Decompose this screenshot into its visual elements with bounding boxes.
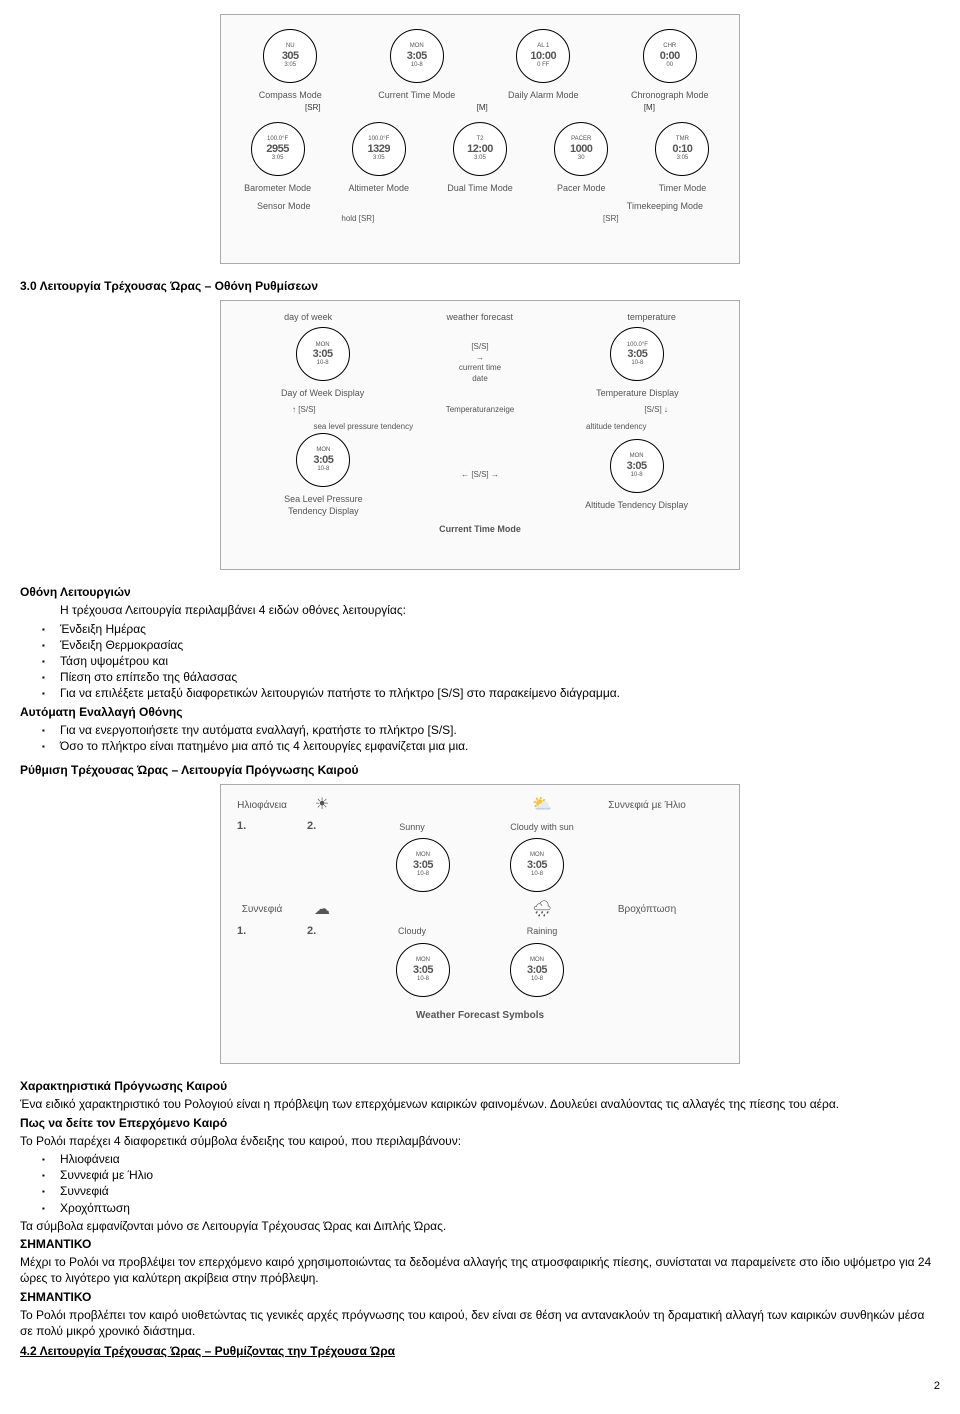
watch-icon: MON 3:05 10-8 (396, 943, 450, 997)
watch-icon: MON 3:05 10-8 (396, 838, 450, 892)
watch-icon: MON 3:05 10-8 (390, 29, 444, 83)
chronograph-mode: CHR 0:00 00 Chronograph Mode (615, 29, 725, 101)
important-heading-1: ΣΗΜΑΝΤΙΚΟ (20, 1236, 940, 1252)
watch-icon: MON 3:05 10-8 (510, 838, 564, 892)
list-item: Πίεση στο επίπεδο της θάλασσας (60, 669, 940, 685)
list-item: Όσο το πλήκτρο είναι πατημένο μια από τι… (60, 738, 940, 754)
list-item: Συννεφιά (60, 1183, 940, 1199)
pacer-mode: PACER 1000 30 Pacer Mode (531, 122, 632, 194)
page-number: 2 (20, 1379, 940, 1394)
characteristics-heading: Χαρακτηριστικά Πρόγνωσης Καιρού (20, 1078, 940, 1094)
d2-mid-arrow: ← [S/S] → (461, 470, 499, 481)
how-to-see-heading: Πως να δείτε τον Επερχόμενο Καιρό (20, 1115, 940, 1131)
diagram1-footer2: hold [SR] [SR] (227, 214, 733, 225)
section-4-2: 4.2 Λειτουργία Τρέχουσας Ώρας – Ρυθμίζον… (20, 1343, 940, 1359)
current-time-mode-diagram: day of week weather forecast temperature… (20, 300, 940, 570)
section-3-title: 3.0 Λειτουργία Τρέχουσας Ώρας – Οθόνη Ρυ… (20, 278, 940, 294)
cloudy-sun-icon: ⛅ (532, 797, 552, 813)
how-to-see-text2: Τα σύμβολα εμφανίζονται μόνο σε Λειτουργ… (20, 1218, 940, 1234)
d3-caption: Weather Forecast Symbols (227, 1009, 733, 1023)
mode-diagram-1: NU 305 3:05 Compass Mode MON 3:05 10-8 C… (20, 14, 940, 264)
raining-icon: 🌧 (532, 902, 552, 918)
characteristics-text: Ένα ειδικό χαρακτηριστικό του Ρολογιού ε… (20, 1096, 940, 1112)
watch-icon: 100.0°F 1329 3:05 (352, 122, 406, 176)
dual-time-mode: T2 12:00 3:05 Dual Time Mode (429, 122, 530, 194)
altitude-tendency-display: MON 3:05 10-8 Altitude Tendency Display (582, 439, 692, 511)
auto-switch-list: Για να ενεργοποιήσετε την αυτόματα εναλλ… (20, 722, 940, 754)
d2-tend-labels: sea level pressure tendency altitude ten… (227, 422, 733, 433)
list-item: Χροχόπτωση (60, 1200, 940, 1216)
diagram1-footer: Sensor Mode Timekeeping Mode (257, 200, 703, 212)
watch-icon: 100.0°F 3:05 10-8 (610, 327, 664, 381)
watch-icon: MON 3:05 10-8 (610, 439, 664, 493)
screen-functions-intro: Η τρέχουσα Λειτουργία περιλαμβάνει 4 ειδ… (20, 602, 940, 618)
mode-diagram-1-box: NU 305 3:05 Compass Mode MON 3:05 10-8 C… (220, 14, 740, 264)
arrow-row-1: [SR] [M] [M] (227, 103, 733, 114)
important-text-2: Το Ρολόι προβλέπει τον καιρό υιοθετώντας… (20, 1307, 940, 1339)
list-item: Συννεφιά με Ήλιο (60, 1167, 940, 1183)
weather-symbols-list: Ηλιοφάνεια Συννεφιά με Ήλιο Συννεφιά Χρο… (20, 1151, 940, 1216)
sunny-icon: ☀ (315, 797, 329, 813)
watch-icon: MON 3:05 10-8 (296, 433, 350, 487)
compass-mode: NU 305 3:05 Compass Mode (235, 29, 345, 101)
list-item: Τάση υψομέτρου και (60, 653, 940, 669)
d2-caption: Current Time Mode (227, 523, 733, 535)
barometer-mode: 100.0°F 2955 3:05 Barometer Mode (227, 122, 328, 194)
auto-switch-heading: Αυτόματη Εναλλαγή Οθόνης (20, 704, 940, 720)
d3-watch-row-2: MON 3:05 10-8 MON 3:05 10-8 (227, 943, 733, 1001)
day-of-week-display: MON 3:05 10-8 Day of Week Display (268, 327, 378, 399)
weather-forecast-box: Ηλιοφάνεια ☀ ⛅ Συννεφιά με Ήλιο 1. 2. Su… (220, 784, 740, 1064)
d2-row-top: MON 3:05 10-8 Day of Week Display [S/S]→… (227, 327, 733, 399)
weather-forecast-title: Ρύθμιση Τρέχουσας Ώρας – Λειτουργία Πρόγ… (20, 762, 940, 778)
d2-middle-label: [S/S]→ current time date (459, 342, 501, 385)
list-item: Για να ενεργοποιήσετε την αυτόματα εναλλ… (60, 722, 940, 738)
watch-icon: CHR 0:00 00 (643, 29, 697, 83)
temperature-display: 100.0°F 3:05 10-8 Temperature Display (582, 327, 692, 399)
daily-alarm-mode: AL 1 10:00 0 FF Daily Alarm Mode (488, 29, 598, 101)
d2-row-bottom: MON 3:05 10-8 Sea Level Pressure Tendenc… (227, 433, 733, 517)
cloudy-icon: ☁ (314, 902, 330, 918)
watch-icon: NU 305 3:05 (263, 29, 317, 83)
d3-watch-row-1: MON 3:05 10-8 MON 3:05 10-8 (227, 838, 733, 896)
d3-row-1: Ηλιοφάνεια ☀ ⛅ Συννεφιά με Ήλιο 1. 2. Su… (227, 797, 733, 834)
list-item: Ένδειξη Θερμοκρασίας (60, 637, 940, 653)
list-item: Για να επιλέξετε μεταξύ διαφορετικών λει… (60, 685, 940, 701)
important-text-1: Μέχρι το Ρολόι να προβλέψει τον επερχόμε… (20, 1254, 940, 1286)
important-heading-2: ΣΗΜΑΝΤΙΚΟ (20, 1289, 940, 1305)
d2-mid-row: ↑ [S/S] Temperaturanzeige [S/S] ↓ (227, 405, 733, 416)
watch-icon: T2 12:00 3:05 (453, 122, 507, 176)
watch-icon: MON 3:05 10-8 (510, 943, 564, 997)
current-time-mode-box: day of week weather forecast temperature… (220, 300, 740, 570)
altimeter-mode: 100.0°F 1329 3:05 Altimeter Mode (328, 122, 429, 194)
screen-functions-heading: Οθόνη Λειτουργιών (20, 584, 940, 600)
mode-row-2: 100.0°F 2955 3:05 Barometer Mode 100.0°F… (227, 122, 733, 194)
watch-icon: 100.0°F 2955 3:05 (251, 122, 305, 176)
list-item: Ένδειξη Ημέρας (60, 621, 940, 637)
watch-icon: TMR 0:10 3:05 (655, 122, 709, 176)
d2-top-labels: day of week weather forecast temperature (227, 311, 733, 323)
current-time-mode: MON 3:05 10-8 Current Time Mode (362, 29, 472, 101)
watch-icon: PACER 1000 30 (554, 122, 608, 176)
how-to-see-text: Το Ρολόι παρέχει 4 διαφορετικά σύμβολα έ… (20, 1133, 940, 1149)
watch-icon: MON 3:05 10-8 (296, 327, 350, 381)
list-item: Ηλιοφάνεια (60, 1151, 940, 1167)
d3-row-2: Συννεφιά ☁ 🌧 Βροχόπτωση 1. 2. Cloudy Rai… (227, 902, 733, 939)
mode-row-1: NU 305 3:05 Compass Mode MON 3:05 10-8 C… (227, 29, 733, 101)
timer-mode: TMR 0:10 3:05 Timer Mode (632, 122, 733, 194)
watch-icon: AL 1 10:00 0 FF (516, 29, 570, 83)
weather-forecast-diagram: Ηλιοφάνεια ☀ ⛅ Συννεφιά με Ήλιο 1. 2. Su… (20, 784, 940, 1064)
sea-level-pressure-display: MON 3:05 10-8 Sea Level Pressure Tendenc… (268, 433, 378, 517)
screen-functions-list: Ένδειξη Ημέρας Ένδειξη Θερμοκρασίας Τάση… (20, 621, 940, 702)
